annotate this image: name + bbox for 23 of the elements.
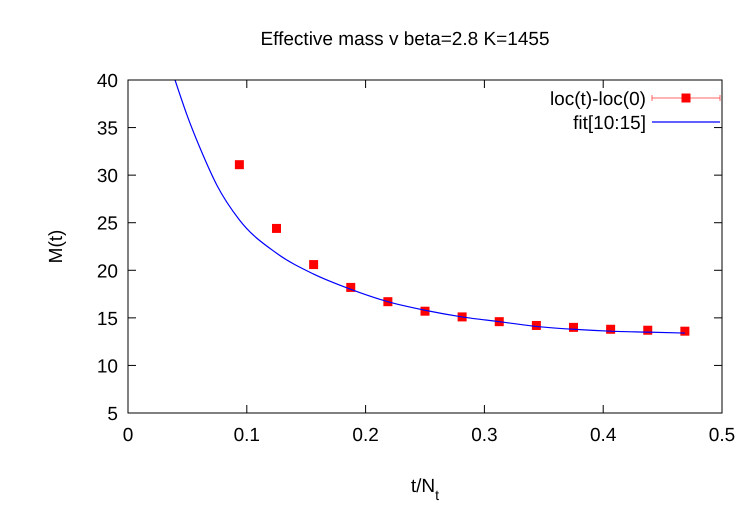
y-tick-label: 10 xyxy=(96,356,118,378)
point xyxy=(272,224,281,233)
x-tick-label: 0.5 xyxy=(708,425,736,446)
y-axis-title: M(t) xyxy=(46,230,67,264)
y-tick-label: 40 xyxy=(96,71,118,92)
y-tick-label: 20 xyxy=(96,261,118,282)
legend-label: loc(t)-loc(0) xyxy=(550,89,646,110)
x-tick-label: 0 xyxy=(122,425,134,446)
y-tick-label: 30 xyxy=(96,166,118,188)
point xyxy=(234,160,244,170)
x-tick-label: 0.1 xyxy=(234,425,260,446)
legend-label: fit[10:15] xyxy=(573,113,646,134)
x-tick-label: 0.2 xyxy=(352,425,379,446)
y-tick-label: 15 xyxy=(96,308,118,330)
point xyxy=(309,260,318,270)
point xyxy=(680,326,690,336)
x-axis-title: t/N$_{t}$ xyxy=(410,476,440,504)
x-tick-label: 0.3 xyxy=(471,425,498,446)
chart-title: Effective mass v beta=2.8 K=1455 xyxy=(260,29,550,50)
y-tick-label: 35 xyxy=(96,118,118,140)
y-tick-label: 5 xyxy=(107,404,118,425)
x-tick-label: 0.4 xyxy=(590,425,617,446)
y-tick-label: 25 xyxy=(96,214,118,235)
